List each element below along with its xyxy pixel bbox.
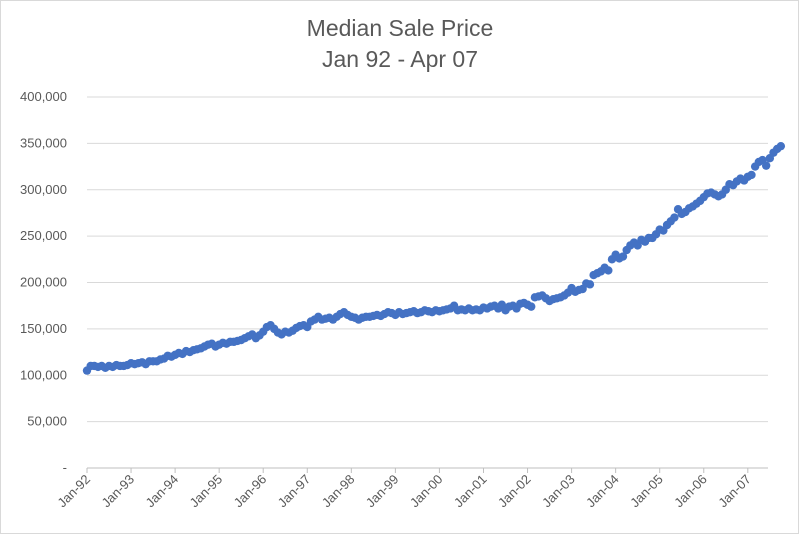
x-tick-label: Jan-98 — [319, 472, 358, 511]
x-tick-label: Jan-94 — [143, 472, 182, 511]
y-tick-label: 50,000 — [27, 414, 67, 429]
x-tick-label: Jan-01 — [451, 472, 490, 511]
y-tick-label: 350,000 — [20, 135, 67, 150]
x-tick-label: Jan-02 — [495, 472, 534, 511]
x-tick-label: Jan-07 — [715, 472, 754, 511]
y-tick-label: 250,000 — [20, 228, 67, 243]
x-tick-label: Jan-93 — [98, 472, 137, 511]
x-tick-label: Jan-06 — [671, 472, 710, 511]
chart-subtitle: Jan 92 - Apr 07 — [322, 46, 478, 72]
data-point — [776, 141, 786, 151]
chart-title: Median Sale Price — [306, 15, 494, 41]
y-axis: - 50,000 100,000 150,000 200,000 250,000 300,0… — [20, 89, 67, 475]
data-point — [604, 266, 613, 275]
data-point — [761, 161, 771, 170]
x-tick-label: Jan-92 — [54, 472, 93, 511]
data-point — [747, 170, 756, 180]
gridlines — [87, 96, 768, 423]
x-tick-label: Jan-95 — [187, 472, 226, 511]
x-tick-label: Jan-03 — [539, 472, 578, 511]
x-tick-label: Jan-04 — [583, 472, 622, 511]
y-tick-label: 100,000 — [20, 367, 67, 382]
x-tick-label: Jan-99 — [363, 472, 402, 511]
x-tick-label: Jan-00 — [407, 472, 446, 511]
data-point — [670, 213, 679, 222]
data-point — [618, 252, 628, 261]
x-tick-label: Jan-97 — [275, 472, 314, 511]
x-axis: Jan-92 Jan-93 Jan-94 Jan-95 Jan-96 Jan-97 Jan-… — [54, 467, 768, 511]
data-point — [585, 280, 595, 289]
x-tick-label: Jan-05 — [627, 472, 666, 511]
y-tick-label: 200,000 — [20, 275, 67, 290]
x-tick-label: Jan-96 — [231, 472, 270, 511]
y-tick-label: - — [63, 460, 67, 475]
y-tick-label: 150,000 — [20, 321, 67, 336]
y-tick-label: 300,000 — [20, 182, 67, 197]
data-point — [527, 302, 536, 311]
series-points — [82, 141, 786, 375]
y-tick-label: 400,000 — [20, 89, 67, 104]
